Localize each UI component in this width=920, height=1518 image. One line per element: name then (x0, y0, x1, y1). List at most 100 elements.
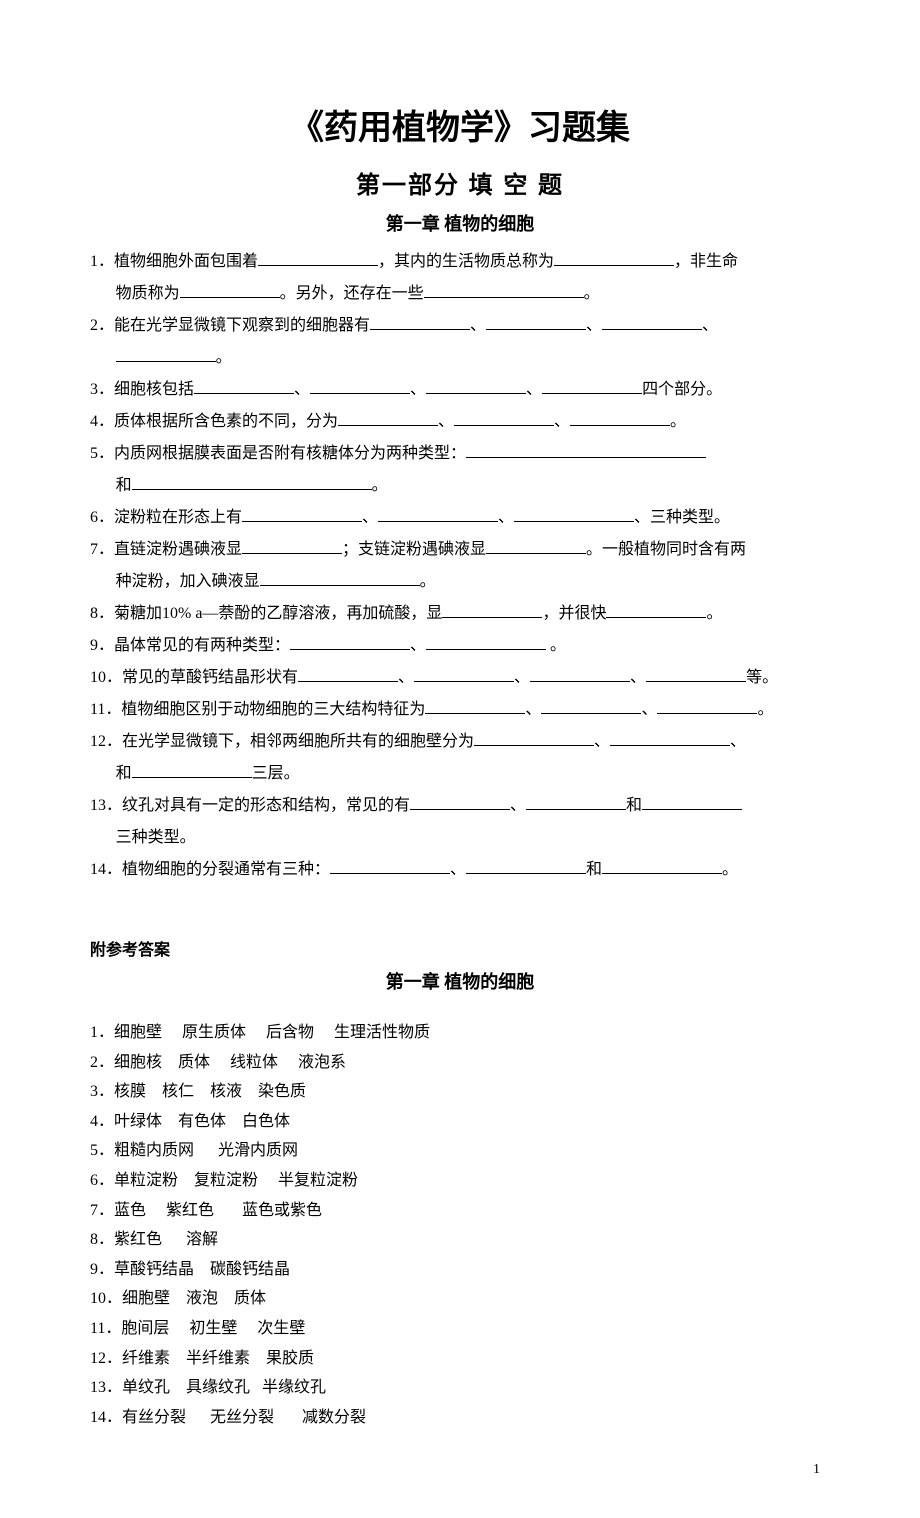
blank (298, 681, 398, 682)
blank (466, 873, 586, 874)
blank (486, 553, 586, 554)
blank (526, 809, 626, 810)
question-8: 8．菊糖加10% a—萘酚的乙醇溶液，再加硫酸，显 ，并很快 。 (90, 598, 830, 630)
answer-11: 11．胞间层 初生壁 次生壁 (90, 1314, 830, 1344)
blank (486, 329, 586, 330)
blank (657, 713, 757, 714)
question-12-cont: 和 三层。 (90, 758, 830, 790)
blank (378, 521, 498, 522)
q-text: 。 (670, 413, 686, 430)
answer-8: 8．紫红色 溶解 (90, 1225, 830, 1255)
q-text: 14．植物细胞的分裂通常有三种： (90, 861, 330, 878)
q-text: 11．植物细胞区别于动物细胞的三大结构特征为 (90, 701, 425, 718)
answers-chapter-title: 第一章 植物的细胞 (90, 968, 830, 994)
blank (454, 425, 554, 426)
q-text: 1．植物细胞外面包围着 (90, 253, 258, 270)
q-text: 、 (554, 413, 570, 430)
q-text: 3．细胞核包括 (90, 381, 194, 398)
blank (646, 681, 746, 682)
blank (425, 713, 525, 714)
blank (466, 457, 706, 458)
answer-10: 10．细胞壁 液泡 质体 (90, 1284, 830, 1314)
question-13: 13．纹孔对具有一定的形态和结构，常见的有、和 (90, 790, 830, 822)
answer-12: 12．纤维素 半纤维素 果胶质 (90, 1344, 830, 1374)
q-text: 和 (586, 861, 602, 878)
q-text: 。 (216, 349, 232, 366)
q-text: 、 (630, 669, 646, 686)
question-7-cont: 种淀粉，加入碘液显 。 (90, 566, 830, 598)
q-text: 、 (525, 701, 541, 718)
q-text: 。 (420, 573, 436, 590)
question-9: 9．晶体常见的有两种类型：、 。 (90, 630, 830, 662)
question-13-cont: 三种类型。 (90, 822, 830, 854)
blank (330, 873, 450, 874)
q-text: 、 (410, 381, 426, 398)
answer-7: 7．蓝色 紫红色 蓝色或紫色 (90, 1196, 830, 1226)
q-text: 、 (641, 701, 657, 718)
q-text: 三种类型。 (116, 829, 196, 846)
q-text: 2．能在光学显微镜下观察到的细胞器有 (90, 317, 370, 334)
question-5-cont: 和。 (90, 470, 830, 502)
q-text: 6．淀粉粒在形态上有 (90, 509, 242, 526)
q-text: 、 (498, 509, 514, 526)
question-10: 10．常见的草酸钙结晶形状有 、 、 、 等。 (90, 662, 830, 694)
blank (426, 393, 526, 394)
q-text: 。 (372, 477, 388, 494)
q-text: 8．菊糖加10% a—萘酚的乙醇溶液，再加硫酸，显 (90, 605, 442, 622)
q-text: 、 (438, 413, 454, 430)
blank (242, 521, 362, 522)
q-text: 、 (294, 381, 310, 398)
question-6: 6．淀粉粒在形态上有、、、三种类型。 (90, 502, 830, 534)
blank (194, 393, 294, 394)
blank (410, 809, 510, 810)
q-text: 、三种类型。 (634, 509, 730, 526)
q-text: 、 (398, 669, 414, 686)
q-text: 。 (546, 637, 566, 654)
answer-9: 9．草酸钙结晶 碳酸钙结晶 (90, 1255, 830, 1285)
q-text: 。另外，还存在一些 (280, 285, 424, 302)
blank (542, 393, 642, 394)
answer-1: 1．细胞壁 原生质体 后含物 生理活性物质 (90, 1018, 830, 1048)
q-text: ，非生命 (674, 253, 738, 270)
q-text: 等。 (746, 669, 778, 686)
question-4: 4．质体根据所含色素的不同，分为、、。 (90, 406, 830, 438)
question-2: 2．能在光学显微镜下观察到的细胞器有、、、 (90, 310, 830, 342)
q-text: 。一般植物同时含有两 (586, 541, 746, 558)
q-text: 物质称为 (116, 285, 180, 302)
blank (602, 873, 722, 874)
q-text: 5．内质网根据膜表面是否附有核糖体分为两种类型： (90, 445, 466, 462)
answer-2: 2．细胞核 质体 线粒体 液泡系 (90, 1048, 830, 1078)
question-14: 14．植物细胞的分裂通常有三种：、和。 (90, 854, 830, 886)
q-text: ，并很快 (542, 605, 606, 622)
blank (530, 681, 630, 682)
blank (414, 681, 514, 682)
blank (442, 617, 542, 618)
q-text: 9．晶体常见的有两种类型： (90, 637, 290, 654)
q-text: ；支链淀粉遇碘液显 (342, 541, 486, 558)
answer-3: 3．核膜 核仁 核液 染色质 (90, 1077, 830, 1107)
question-1: 1．植物细胞外面包围着 ，其内的生活物质总称为 ，非生命 (90, 246, 830, 278)
q-text: 13．纹孔对具有一定的形态和结构，常见的有 (90, 797, 410, 814)
main-title: 《药用植物学》习题集 (90, 100, 830, 149)
answer-13: 13．单纹孔 具缘纹孔 半缘纹孔 (90, 1373, 830, 1403)
q-text: ，其内的生活物质总称为 (378, 253, 554, 270)
blank (570, 425, 670, 426)
q-text: 三层。 (252, 765, 300, 782)
question-7: 7．直链淀粉遇碘液显；支链淀粉遇碘液显。一般植物同时含有两 (90, 534, 830, 566)
question-12: 12．在光学显微镜下，相邻两细胞所共有的细胞壁分为、、 (90, 726, 830, 758)
q-text: 、 (594, 733, 610, 750)
section-title: 第一部分 填 空 题 (90, 165, 830, 200)
q-text: 。 (757, 701, 773, 718)
blank (541, 713, 641, 714)
q-text: 、 (514, 669, 530, 686)
answer-4: 4．叶绿体 有色体 白色体 (90, 1107, 830, 1137)
q-text: 。 (706, 605, 722, 622)
blank (426, 649, 546, 650)
q-text: 和 (116, 765, 132, 782)
q-text: 10．常见的草酸钙结晶形状有 (90, 669, 298, 686)
answers-heading: 附参考答案 (90, 936, 830, 960)
q-text: 种淀粉，加入碘液显 (116, 573, 260, 590)
chapter-title: 第一章 植物的细胞 (90, 210, 830, 236)
q-text: 、 (470, 317, 486, 334)
blank (132, 777, 252, 778)
